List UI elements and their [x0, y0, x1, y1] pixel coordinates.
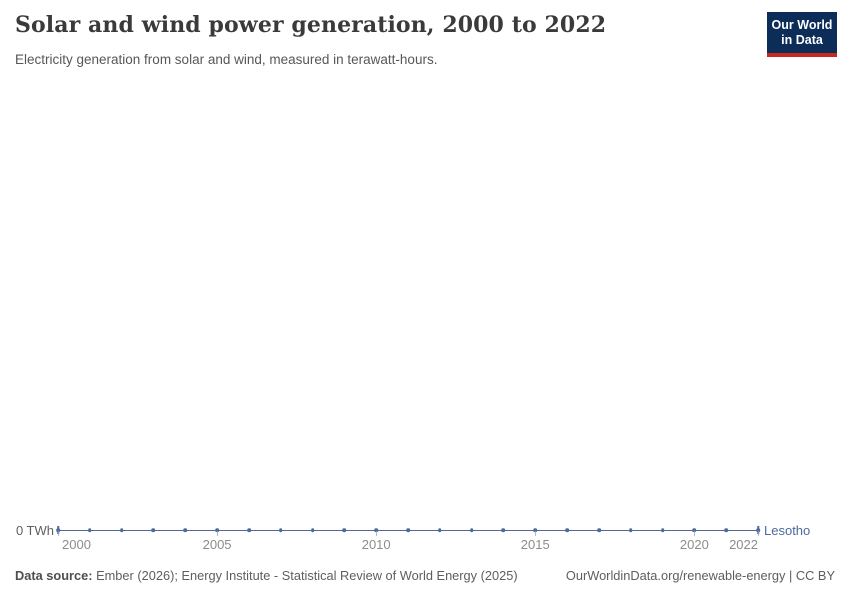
data-point	[183, 528, 188, 533]
data-point	[660, 528, 665, 533]
line-end-cap	[757, 526, 759, 535]
x-axis-tick	[694, 531, 696, 536]
data-point	[374, 528, 378, 533]
owid-logo-accent-bar	[767, 53, 837, 57]
x-axis: 2000 2005 2010 2015 2020 2022	[58, 530, 759, 556]
owid-logo-box: Our World in Data	[767, 12, 837, 53]
entity-label: Lesotho	[764, 523, 811, 538]
data-point	[151, 528, 156, 533]
data-source-note: Data source: Ember (2026); Energy Instit…	[15, 568, 518, 583]
data-point	[533, 528, 538, 533]
y-axis-zero-label: 0 TWh	[15, 523, 54, 538]
x-axis-tick-label: 2000	[62, 537, 91, 552]
x-axis-tick-label: 2015	[520, 537, 550, 552]
data-point	[565, 528, 569, 533]
data-point	[724, 528, 728, 533]
owid-logo[interactable]: Our World in Data	[767, 12, 837, 57]
series-line	[56, 526, 760, 535]
chart-subtitle: Electricity generation from solar and wi…	[15, 52, 438, 67]
owid-logo-line2: in Data	[781, 33, 823, 47]
data-source-label: Data source:	[15, 568, 93, 583]
data-point	[406, 528, 410, 533]
data-point	[628, 528, 633, 533]
x-axis-tick-label: 2010	[361, 537, 391, 552]
data-point	[469, 528, 474, 533]
data-point	[310, 528, 315, 533]
data-point	[278, 528, 283, 533]
data-point	[215, 528, 219, 533]
x-axis-tick	[217, 531, 219, 536]
data-source-text: Ember (2026); Energy Institute - Statist…	[96, 568, 518, 583]
data-point	[597, 528, 601, 533]
data-point	[247, 528, 251, 533]
chart-area: 0 TWh 2000 2005 2010 2015 2020 2022 Lesotho	[0, 75, 850, 555]
data-point	[438, 528, 442, 533]
line-start-cap	[57, 526, 59, 535]
x-axis-tick	[758, 531, 759, 536]
x-axis-tick	[58, 531, 59, 536]
x-axis-tick-label: 2020	[679, 537, 709, 552]
chart-title: Solar and wind power generation, 2000 to…	[15, 12, 607, 38]
data-point	[692, 528, 697, 533]
data-point	[501, 528, 506, 533]
owid-logo-line1: Our World	[771, 18, 833, 32]
x-axis-tick-label: 2022	[729, 537, 758, 552]
footer-link[interactable]: OurWorldinData.org/renewable-energy | CC…	[565, 568, 835, 583]
data-point	[342, 528, 347, 533]
x-axis-tick-label: 2005	[202, 537, 232, 552]
data-point	[88, 528, 92, 533]
chart-footer: Data source: Ember (2026); Energy Instit…	[0, 568, 850, 588]
x-axis-tick	[376, 531, 378, 536]
x-axis-tick	[535, 531, 537, 536]
data-point	[119, 528, 124, 533]
